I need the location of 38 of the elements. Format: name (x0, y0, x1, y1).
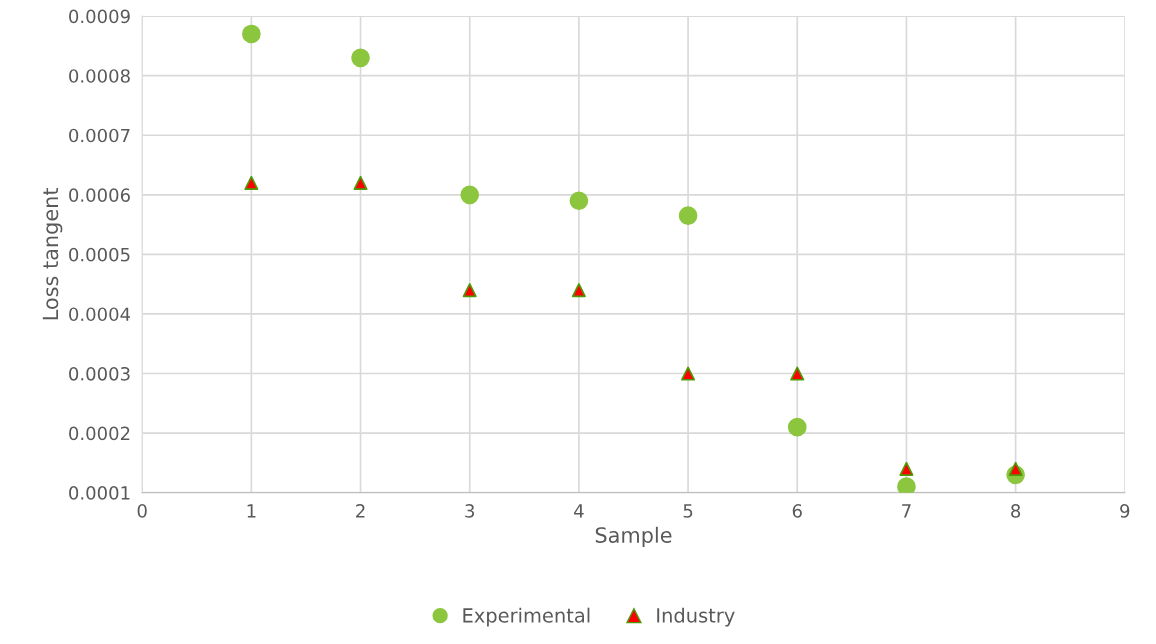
y-tick-label: 0.0003 (69, 366, 130, 381)
legend-label: Experimental (463, 607, 590, 627)
x-tick-label: 6 (792, 504, 802, 518)
x-tick-label: 7 (902, 504, 911, 518)
point (353, 175, 368, 190)
point (242, 24, 261, 44)
legend-label: Industry (657, 607, 735, 627)
y-tick-label: 0.0002 (69, 426, 130, 441)
x-tick-label: 0 (137, 504, 147, 518)
x-tick-label: 2 (356, 504, 365, 518)
x-tick-label: 4 (574, 504, 584, 518)
y-tick-label: 0.0006 (69, 188, 130, 202)
x-tick-label: 3 (465, 504, 475, 518)
point (678, 206, 698, 225)
y-axis-title: Loss tangent (42, 187, 63, 320)
point (1008, 461, 1023, 476)
point (790, 366, 805, 381)
y-tick-label: 0.0009 (69, 9, 130, 24)
x-tick-label: 1 (247, 504, 256, 518)
y-tick-label: 0.0004 (69, 307, 131, 322)
point (897, 477, 916, 493)
y-tick-label: 0.0007 (69, 128, 130, 143)
x-tick-label: 5 (683, 504, 693, 518)
y-tick-label: 0.0005 (69, 247, 130, 262)
x-tick-label: 9 (1120, 504, 1130, 518)
point (460, 185, 480, 205)
point (244, 175, 259, 190)
point (571, 283, 586, 298)
point (899, 461, 914, 476)
y-tick-label: 0.0008 (69, 69, 130, 83)
point (569, 191, 589, 211)
point (787, 417, 807, 437)
point (681, 366, 696, 381)
point (351, 48, 370, 68)
point (462, 283, 477, 298)
x-tick-label: 8 (1011, 504, 1021, 518)
x-axis-title: Sample (595, 526, 672, 547)
y-tick-label: 0.0001 (69, 486, 130, 500)
